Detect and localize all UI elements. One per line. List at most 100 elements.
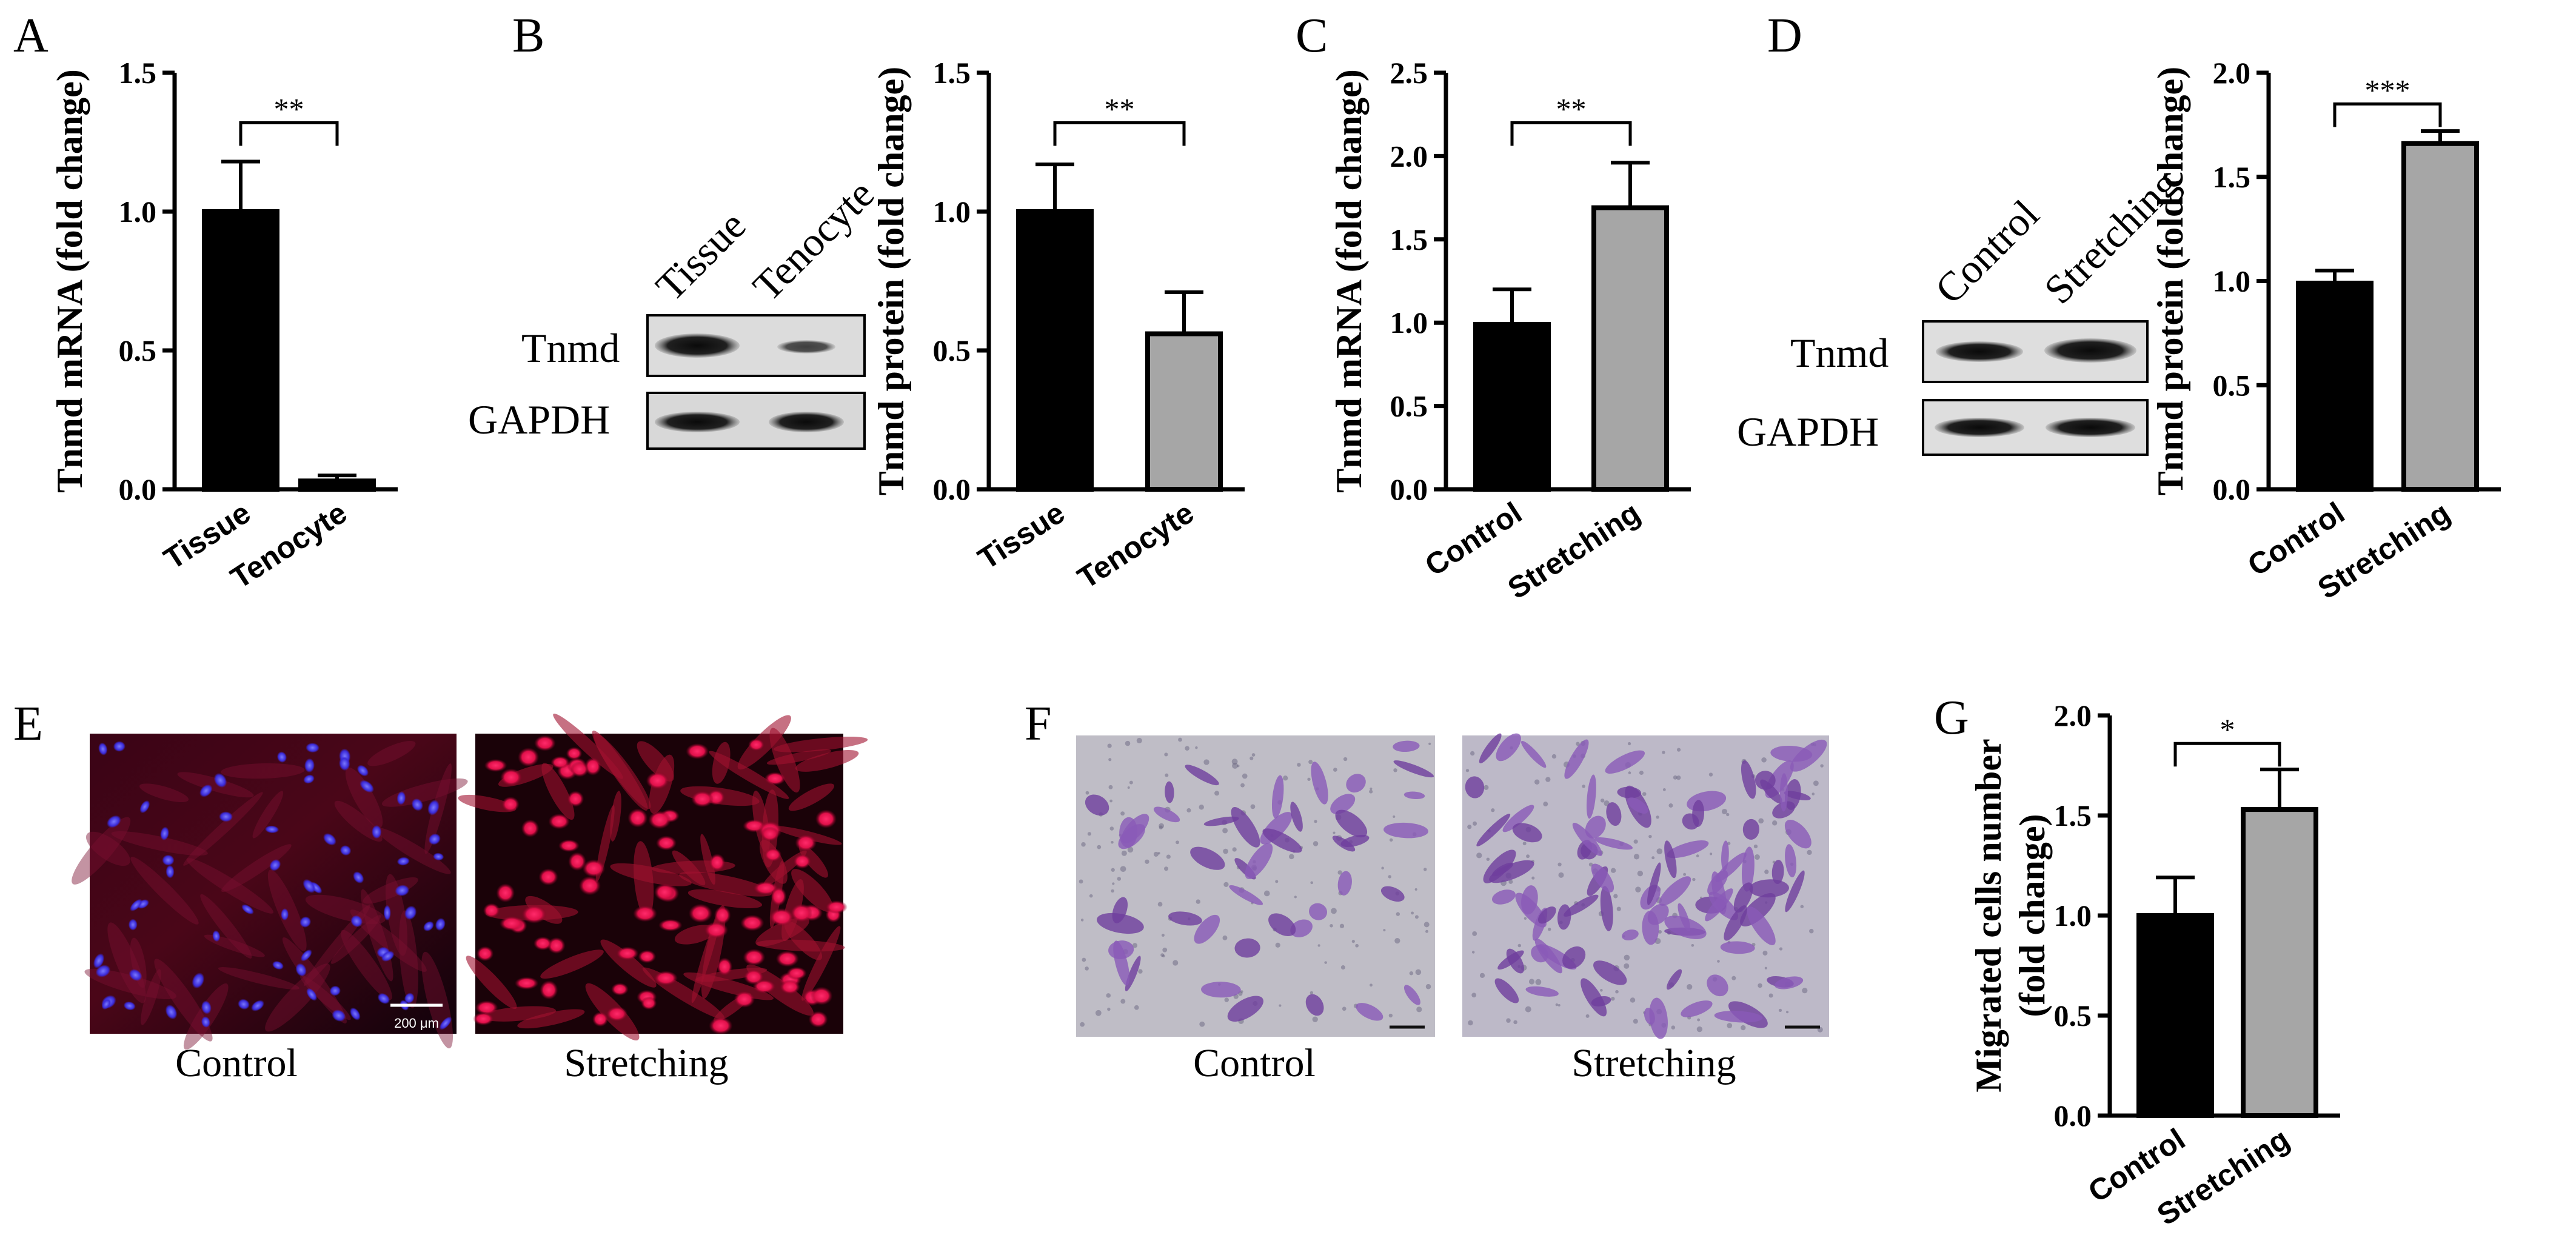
pore xyxy=(1778,1008,1782,1013)
migrated-cell xyxy=(1403,791,1425,800)
cell-body xyxy=(637,741,674,782)
pore xyxy=(1153,851,1159,857)
migrated-cell xyxy=(1644,1008,1655,1025)
migrated-cell xyxy=(1085,794,1109,816)
nucleus xyxy=(192,973,205,989)
transwell-stretching-cells xyxy=(1465,733,1827,1039)
nucleus xyxy=(435,918,446,931)
nucleus xyxy=(303,879,316,894)
pore xyxy=(1633,839,1638,844)
pore xyxy=(1656,815,1659,819)
stained-cell xyxy=(704,922,729,939)
pore xyxy=(1676,748,1681,752)
pore xyxy=(1222,935,1228,940)
stained-cell xyxy=(764,848,782,862)
migrated-cell xyxy=(1521,740,1547,768)
pore xyxy=(1127,786,1130,789)
pore xyxy=(1708,772,1713,777)
blot-b-row-label-tnmd: Tnmd xyxy=(521,325,620,371)
pore xyxy=(1671,1025,1676,1030)
transwell-image-control xyxy=(1076,735,1435,1037)
migrated-cell xyxy=(1747,906,1776,945)
western-blot-b: Tissue Tenocyte Tnmd GAPDH xyxy=(468,170,883,450)
pore xyxy=(1157,902,1163,907)
pore xyxy=(1551,754,1557,759)
nucleus xyxy=(360,780,375,793)
nucleus xyxy=(276,751,287,763)
migrated-cell xyxy=(1201,982,1241,998)
pore xyxy=(1333,831,1336,834)
stained-cell xyxy=(740,914,764,931)
migrated-cell xyxy=(1290,919,1313,938)
pore xyxy=(1630,997,1636,1003)
stained-cell xyxy=(686,743,709,760)
nucleus xyxy=(428,833,441,845)
cell-body xyxy=(788,783,835,811)
pore xyxy=(1585,1014,1590,1018)
pore xyxy=(1687,984,1693,990)
migrated-cell xyxy=(1165,781,1174,803)
pore xyxy=(1111,868,1115,872)
significance-bracket-a xyxy=(239,121,339,146)
bar-a-tenocyte xyxy=(298,478,376,492)
cell-body xyxy=(139,783,189,802)
pore xyxy=(1471,993,1477,998)
y-tick-label-c: 1.5 xyxy=(1390,223,1428,256)
y-tick-label-b: 0.0 xyxy=(933,472,971,506)
bar-c-stretching xyxy=(1591,205,1669,492)
pore xyxy=(1203,759,1209,765)
migrated-cell xyxy=(1720,941,1755,954)
image-e-caption-control: Control xyxy=(175,1041,298,1085)
pore xyxy=(1809,928,1814,934)
pore xyxy=(1223,848,1228,854)
pore xyxy=(1164,866,1169,871)
x-category-label-c: Stretching xyxy=(1502,495,1646,606)
stained-cell xyxy=(714,906,731,925)
cell-body xyxy=(610,791,621,842)
stained-cell xyxy=(658,919,683,932)
cell-body xyxy=(350,909,427,972)
stained-cell xyxy=(627,808,648,828)
pore xyxy=(1294,896,1297,899)
migrated-cell xyxy=(1332,835,1356,852)
migrated-cell xyxy=(1749,879,1789,898)
pore xyxy=(1802,988,1808,994)
bar-c-control xyxy=(1473,321,1551,492)
significance-stars-c: ** xyxy=(1556,92,1587,126)
migrated-cell xyxy=(1113,940,1130,986)
y-tick-label-c: 2.5 xyxy=(1390,56,1428,90)
cell-body xyxy=(111,831,208,856)
nucleus xyxy=(329,985,341,996)
cell-body xyxy=(679,871,772,897)
pore xyxy=(1081,842,1086,847)
cell-body xyxy=(458,794,517,812)
migrated-cell xyxy=(1784,820,1812,849)
pore xyxy=(1524,917,1527,920)
pore xyxy=(1132,943,1138,948)
panel-e-images: 200 μm Control Stretching xyxy=(72,714,868,1085)
stained-cell xyxy=(760,826,780,842)
nucleus xyxy=(281,908,289,921)
y-tick-label-c: 1.0 xyxy=(1390,306,1428,340)
pore xyxy=(1651,856,1655,860)
migrated-cell xyxy=(1483,849,1516,883)
stained-cell xyxy=(775,950,799,967)
nucleus xyxy=(160,826,169,841)
migrated-cell xyxy=(1742,819,1759,840)
migrated-cell xyxy=(1594,837,1633,850)
panel-letter-a: A xyxy=(13,9,49,62)
pore xyxy=(1768,993,1773,998)
pore xyxy=(1275,942,1280,948)
migrated-cell xyxy=(1659,876,1691,906)
nucleus xyxy=(299,916,312,928)
bar-d-control xyxy=(2296,280,2374,492)
nucleus xyxy=(238,999,250,1010)
migrated-cell xyxy=(1356,1003,1383,1021)
pore xyxy=(1696,1026,1703,1033)
cell-body xyxy=(334,800,383,842)
stained-cell xyxy=(521,905,547,924)
y-tick-label-g: 0.0 xyxy=(2054,1099,2092,1133)
y-tick-label-d: 0.0 xyxy=(2213,472,2251,506)
cell-body xyxy=(784,920,823,960)
migrated-cell xyxy=(1337,871,1352,896)
